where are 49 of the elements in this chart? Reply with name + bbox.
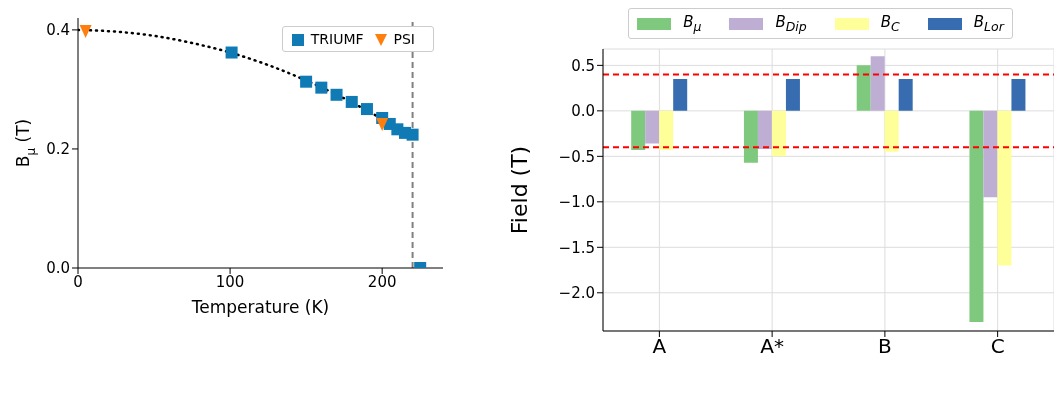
y-tick-label: 0.5 [571, 56, 595, 75]
x-tick-label: 0 [73, 272, 83, 291]
y-axis-title: Field (T) [507, 145, 532, 235]
y-tick-label: 0.0 [571, 102, 595, 121]
legend-label: B$_{C}$ [880, 13, 900, 34]
point [300, 75, 313, 88]
point [79, 25, 92, 39]
point [360, 103, 373, 116]
point [345, 95, 358, 108]
bar [631, 110, 646, 150]
bar [898, 79, 913, 111]
legend-label: B$_{μ}$ [683, 13, 702, 34]
bar [659, 110, 674, 150]
bar [743, 110, 758, 163]
x-tick-label: 100 [215, 272, 245, 291]
y-tick-label: −0.5 [558, 147, 595, 166]
point [315, 81, 328, 94]
bar [856, 65, 871, 111]
bar [757, 110, 772, 150]
point [376, 117, 389, 131]
legend-label: B$_{Lor}$ [973, 13, 1004, 34]
legend-label: TRIUMF [310, 31, 364, 47]
bar [785, 79, 800, 111]
legend-label: PSI [393, 31, 415, 47]
bar [1011, 79, 1026, 111]
x-tick-label: A* [760, 334, 784, 359]
y-tick-label: −2.0 [558, 284, 595, 303]
x-tick-label: 200 [367, 272, 397, 291]
x-axis-title: Temperature (K) [190, 297, 330, 317]
y-tick-label: −1.5 [558, 238, 595, 257]
bar [673, 79, 688, 111]
x-tick-label: C [990, 334, 1005, 359]
bar [884, 110, 899, 152]
y-tick-label: −1.0 [558, 193, 595, 212]
y-tick-label: 0.2 [46, 140, 70, 159]
point [225, 46, 238, 59]
legend-label: B$_{Dip}$ [775, 13, 807, 34]
x-tick-label: B [878, 334, 892, 359]
bar [969, 110, 984, 322]
point [330, 88, 343, 101]
bar [983, 110, 998, 198]
x-tick-label: A [652, 334, 667, 359]
bar [771, 110, 786, 157]
bar [870, 56, 885, 111]
bar [645, 110, 660, 144]
point [406, 128, 419, 141]
y-tick-label: 0.0 [46, 259, 70, 278]
y-tick-label: 0.4 [46, 21, 70, 40]
bar [997, 110, 1012, 266]
